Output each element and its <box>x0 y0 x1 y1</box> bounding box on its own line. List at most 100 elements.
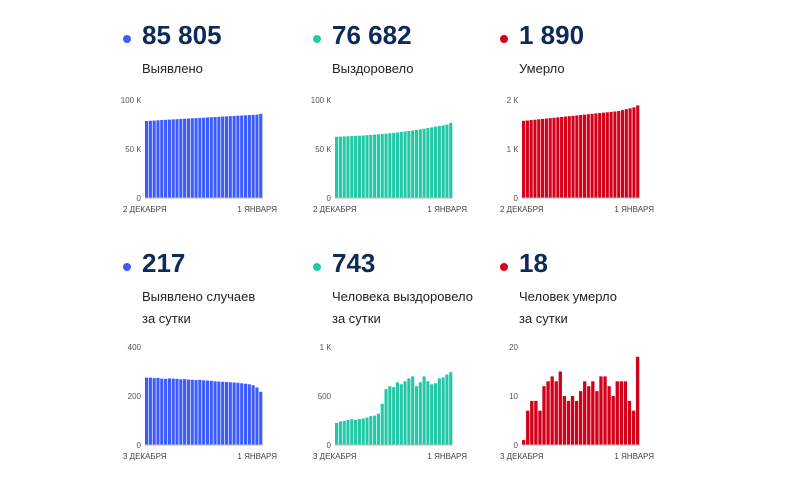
bar <box>186 379 190 445</box>
bar <box>384 389 388 445</box>
dot-icon <box>313 263 321 271</box>
bar <box>426 381 430 445</box>
y-tick-label: 100 К <box>121 96 142 105</box>
bar <box>164 378 168 445</box>
bar <box>582 114 587 198</box>
bar <box>437 378 441 445</box>
x-tick-label: 2 ДЕКАБРЯ <box>123 205 167 214</box>
y-tick-label: 500 <box>318 392 332 401</box>
bar <box>567 116 571 198</box>
x-tick-label: 1 ЯНВАРЯ <box>237 452 277 461</box>
x-tick-label: 1 ЯНВАРЯ <box>237 205 277 214</box>
y-tick-label: 20 <box>509 343 518 352</box>
bar <box>198 117 202 198</box>
bar <box>224 382 229 445</box>
bar <box>530 400 534 445</box>
bar <box>635 356 640 445</box>
bar <box>603 376 607 445</box>
bar <box>552 117 556 198</box>
panel-recovered-daily: 743 Человека выздоровело за сутки <box>310 248 510 488</box>
bar <box>578 391 583 445</box>
bar <box>599 376 603 445</box>
y-tick-label: 0 <box>137 194 142 203</box>
bar <box>525 120 529 198</box>
dot-icon <box>123 263 131 271</box>
bar <box>217 381 221 445</box>
bar <box>441 377 445 445</box>
bar <box>338 421 342 445</box>
recovered-total-number: 76 682 <box>332 20 412 50</box>
bar <box>403 131 407 198</box>
bar <box>426 128 430 198</box>
bar <box>236 382 240 445</box>
y-tick-label: 50 К <box>125 145 141 154</box>
bar <box>574 400 579 445</box>
bar <box>601 112 606 198</box>
bar <box>167 119 171 198</box>
bar <box>609 111 613 198</box>
bar <box>376 413 380 445</box>
y-tick-label: 50 К <box>315 145 331 154</box>
bar <box>631 410 636 445</box>
bar <box>167 378 171 445</box>
bar <box>202 117 206 198</box>
bar <box>395 132 400 198</box>
bar <box>388 386 392 445</box>
panel-detected-total: 85 805 Выявлено <box>120 18 320 258</box>
bar <box>583 381 587 445</box>
recovered-daily-label: Человека выздоровело за сутки <box>332 289 473 326</box>
bar <box>335 136 339 198</box>
bar <box>399 131 403 198</box>
bar <box>445 374 449 445</box>
bar <box>418 382 422 445</box>
bar <box>160 120 164 198</box>
bar <box>563 116 567 198</box>
bar <box>560 116 564 198</box>
bar <box>548 118 552 198</box>
bar <box>251 385 255 445</box>
bar <box>590 113 594 198</box>
bar <box>183 379 187 445</box>
bar <box>544 118 548 198</box>
bar <box>373 134 377 198</box>
y-tick-label: 1 К <box>507 145 519 154</box>
bar <box>232 382 236 445</box>
bar <box>411 376 415 445</box>
bar <box>175 378 179 445</box>
x-tick-label: 1 ЯНВАРЯ <box>427 205 467 214</box>
chart-detected-daily: 0 200 400 3 ДЕКАБРЯ 1 ЯНВАРЯ <box>123 343 277 461</box>
bar <box>236 115 240 198</box>
bar <box>550 376 554 445</box>
chart-recovered-daily: 0 500 1 К 3 ДЕКАБРЯ 1 ЯНВАРЯ <box>313 343 467 461</box>
bar <box>350 419 354 445</box>
bar <box>224 116 229 198</box>
dot-icon <box>500 35 508 43</box>
x-tick-label: 1 ЯНВАРЯ <box>427 452 467 461</box>
bar <box>526 410 530 445</box>
bar <box>350 136 354 198</box>
detected-total-number: 85 805 <box>142 20 222 50</box>
bar <box>156 377 160 445</box>
dot-icon <box>123 35 131 43</box>
bar <box>546 381 550 445</box>
recovered-daily-number: 743 <box>332 248 376 278</box>
bar <box>611 396 615 445</box>
bar <box>534 400 538 445</box>
bar <box>240 115 244 198</box>
bar <box>148 377 152 446</box>
bar <box>403 381 407 445</box>
bar <box>228 382 232 445</box>
bar <box>202 380 206 445</box>
bar <box>623 381 628 445</box>
bar <box>562 396 567 445</box>
bar <box>171 119 175 198</box>
deaths-daily-label: Человек умерло за сутки <box>519 289 617 326</box>
y-tick-label: 0 <box>514 194 519 203</box>
bar <box>251 114 255 198</box>
bar <box>205 117 210 198</box>
bar <box>541 118 545 198</box>
bar <box>338 136 342 198</box>
bar <box>607 386 611 445</box>
bar <box>613 111 617 198</box>
bar <box>522 120 526 198</box>
